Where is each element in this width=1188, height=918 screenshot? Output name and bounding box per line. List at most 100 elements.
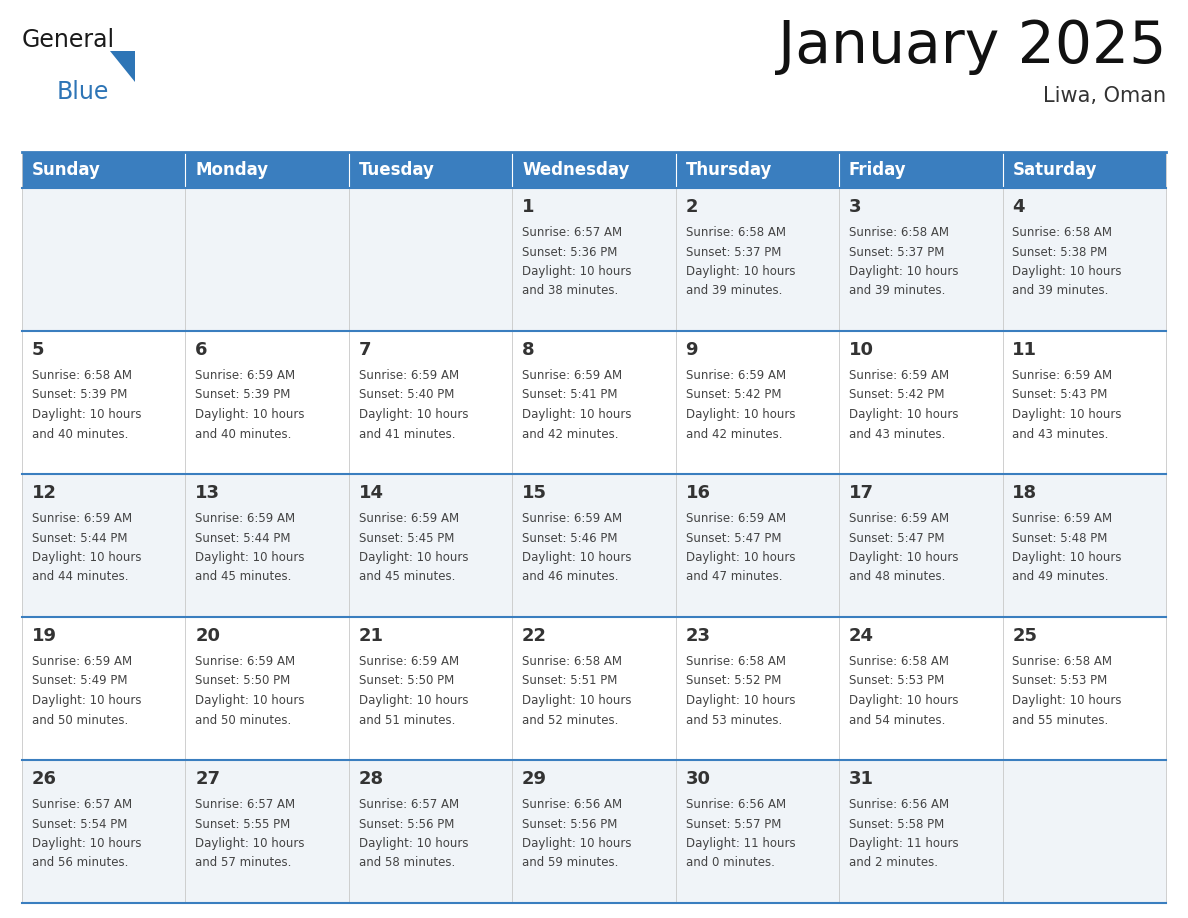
Text: Sunset: 5:41 PM: Sunset: 5:41 PM xyxy=(522,388,618,401)
Text: Daylight: 10 hours: Daylight: 10 hours xyxy=(1012,408,1121,421)
Text: and 59 minutes.: and 59 minutes. xyxy=(522,856,619,869)
Text: Sunset: 5:51 PM: Sunset: 5:51 PM xyxy=(522,675,618,688)
Text: Sunrise: 6:58 AM: Sunrise: 6:58 AM xyxy=(32,369,132,382)
Text: Daylight: 11 hours: Daylight: 11 hours xyxy=(685,837,795,850)
Text: 21: 21 xyxy=(359,627,384,645)
Text: Daylight: 10 hours: Daylight: 10 hours xyxy=(359,551,468,564)
Text: Daylight: 10 hours: Daylight: 10 hours xyxy=(522,265,632,278)
Text: 2: 2 xyxy=(685,198,699,216)
Text: Sunset: 5:53 PM: Sunset: 5:53 PM xyxy=(1012,675,1107,688)
Text: Sunrise: 6:59 AM: Sunrise: 6:59 AM xyxy=(685,369,785,382)
Text: Daylight: 10 hours: Daylight: 10 hours xyxy=(195,408,305,421)
Text: 25: 25 xyxy=(1012,627,1037,645)
Bar xyxy=(23,188,1165,331)
Text: 6: 6 xyxy=(195,341,208,359)
Text: Daylight: 10 hours: Daylight: 10 hours xyxy=(849,408,959,421)
Text: and 48 minutes.: and 48 minutes. xyxy=(849,570,946,584)
Text: and 46 minutes.: and 46 minutes. xyxy=(522,570,619,584)
Text: Daylight: 10 hours: Daylight: 10 hours xyxy=(32,408,141,421)
Text: Sunrise: 6:58 AM: Sunrise: 6:58 AM xyxy=(849,655,949,668)
Text: 1: 1 xyxy=(522,198,535,216)
Text: Daylight: 10 hours: Daylight: 10 hours xyxy=(522,837,632,850)
Text: 17: 17 xyxy=(849,484,874,502)
Text: 13: 13 xyxy=(195,484,220,502)
Text: and 40 minutes.: and 40 minutes. xyxy=(32,428,128,441)
Text: Sunset: 5:49 PM: Sunset: 5:49 PM xyxy=(32,675,127,688)
Text: Sunset: 5:47 PM: Sunset: 5:47 PM xyxy=(685,532,781,544)
Text: Sunrise: 6:56 AM: Sunrise: 6:56 AM xyxy=(685,798,785,811)
Text: Sunrise: 6:58 AM: Sunrise: 6:58 AM xyxy=(685,226,785,239)
Text: and 42 minutes.: and 42 minutes. xyxy=(522,428,619,441)
Bar xyxy=(23,331,1165,474)
Text: 7: 7 xyxy=(359,341,371,359)
Text: and 45 minutes.: and 45 minutes. xyxy=(359,570,455,584)
Text: Sunset: 5:48 PM: Sunset: 5:48 PM xyxy=(1012,532,1107,544)
Bar xyxy=(839,152,1003,188)
Text: and 50 minutes.: and 50 minutes. xyxy=(32,713,128,726)
Text: Sunrise: 6:59 AM: Sunrise: 6:59 AM xyxy=(522,512,623,525)
Text: Saturday: Saturday xyxy=(1012,161,1097,179)
Bar xyxy=(512,152,676,188)
Bar xyxy=(349,152,512,188)
Text: and 40 minutes.: and 40 minutes. xyxy=(195,428,291,441)
Text: Sunrise: 6:59 AM: Sunrise: 6:59 AM xyxy=(32,655,132,668)
Bar xyxy=(23,474,1165,617)
Text: 15: 15 xyxy=(522,484,548,502)
Bar xyxy=(676,152,839,188)
Text: Sunset: 5:56 PM: Sunset: 5:56 PM xyxy=(359,818,454,831)
Bar xyxy=(23,152,185,188)
Text: Sunset: 5:47 PM: Sunset: 5:47 PM xyxy=(849,532,944,544)
Text: Sunset: 5:44 PM: Sunset: 5:44 PM xyxy=(195,532,291,544)
Text: Daylight: 10 hours: Daylight: 10 hours xyxy=(195,694,305,707)
Text: 14: 14 xyxy=(359,484,384,502)
Text: Sunset: 5:52 PM: Sunset: 5:52 PM xyxy=(685,675,781,688)
Text: Daylight: 10 hours: Daylight: 10 hours xyxy=(359,694,468,707)
Text: Sunset: 5:54 PM: Sunset: 5:54 PM xyxy=(32,818,127,831)
Text: Sunrise: 6:57 AM: Sunrise: 6:57 AM xyxy=(359,798,459,811)
Text: Sunrise: 6:57 AM: Sunrise: 6:57 AM xyxy=(32,798,132,811)
Text: Sunrise: 6:58 AM: Sunrise: 6:58 AM xyxy=(1012,655,1112,668)
Text: Daylight: 10 hours: Daylight: 10 hours xyxy=(359,408,468,421)
Text: and 43 minutes.: and 43 minutes. xyxy=(1012,428,1108,441)
Text: Sunset: 5:39 PM: Sunset: 5:39 PM xyxy=(32,388,127,401)
Text: 30: 30 xyxy=(685,770,710,788)
Text: Sunset: 5:56 PM: Sunset: 5:56 PM xyxy=(522,818,618,831)
Text: Daylight: 10 hours: Daylight: 10 hours xyxy=(32,694,141,707)
Text: Daylight: 10 hours: Daylight: 10 hours xyxy=(685,551,795,564)
Text: Sunrise: 6:59 AM: Sunrise: 6:59 AM xyxy=(685,512,785,525)
Text: 18: 18 xyxy=(1012,484,1037,502)
Text: and 50 minutes.: and 50 minutes. xyxy=(195,713,291,726)
Text: Daylight: 10 hours: Daylight: 10 hours xyxy=(522,551,632,564)
Text: Sunrise: 6:59 AM: Sunrise: 6:59 AM xyxy=(1012,512,1112,525)
Text: Friday: Friday xyxy=(849,161,906,179)
Text: Sunset: 5:42 PM: Sunset: 5:42 PM xyxy=(849,388,944,401)
Text: Sunset: 5:53 PM: Sunset: 5:53 PM xyxy=(849,675,944,688)
Text: and 45 minutes.: and 45 minutes. xyxy=(195,570,291,584)
Text: Thursday: Thursday xyxy=(685,161,772,179)
Text: Sunset: 5:43 PM: Sunset: 5:43 PM xyxy=(1012,388,1107,401)
Text: Daylight: 10 hours: Daylight: 10 hours xyxy=(522,694,632,707)
Text: Sunrise: 6:59 AM: Sunrise: 6:59 AM xyxy=(849,512,949,525)
Text: Daylight: 10 hours: Daylight: 10 hours xyxy=(685,694,795,707)
Text: 24: 24 xyxy=(849,627,874,645)
Text: Sunrise: 6:59 AM: Sunrise: 6:59 AM xyxy=(522,369,623,382)
Text: 4: 4 xyxy=(1012,198,1025,216)
Text: Sunset: 5:37 PM: Sunset: 5:37 PM xyxy=(685,245,781,259)
Text: 8: 8 xyxy=(522,341,535,359)
Text: Daylight: 10 hours: Daylight: 10 hours xyxy=(1012,551,1121,564)
Text: Daylight: 10 hours: Daylight: 10 hours xyxy=(849,694,959,707)
Text: 19: 19 xyxy=(32,627,57,645)
Text: and 56 minutes.: and 56 minutes. xyxy=(32,856,128,869)
Text: Sunrise: 6:59 AM: Sunrise: 6:59 AM xyxy=(32,512,132,525)
Text: Sunset: 5:55 PM: Sunset: 5:55 PM xyxy=(195,818,291,831)
Text: 28: 28 xyxy=(359,770,384,788)
Text: and 58 minutes.: and 58 minutes. xyxy=(359,856,455,869)
Text: Sunset: 5:39 PM: Sunset: 5:39 PM xyxy=(195,388,291,401)
Bar xyxy=(1003,152,1165,188)
Text: 9: 9 xyxy=(685,341,699,359)
Text: Daylight: 10 hours: Daylight: 10 hours xyxy=(195,837,305,850)
Text: and 55 minutes.: and 55 minutes. xyxy=(1012,713,1108,726)
Text: and 41 minutes.: and 41 minutes. xyxy=(359,428,455,441)
Text: and 38 minutes.: and 38 minutes. xyxy=(522,285,618,297)
Text: Daylight: 10 hours: Daylight: 10 hours xyxy=(32,551,141,564)
